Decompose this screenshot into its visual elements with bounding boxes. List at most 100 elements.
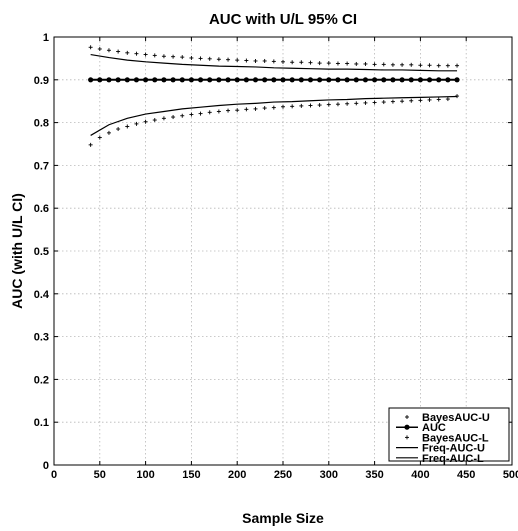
legend-dot-marker xyxy=(404,424,410,430)
data-point xyxy=(418,98,423,103)
data-point xyxy=(243,77,249,83)
data-point xyxy=(417,77,423,83)
data-point xyxy=(289,77,295,83)
data-point xyxy=(445,63,450,68)
data-point xyxy=(133,77,140,83)
data-point xyxy=(363,61,368,66)
data-point xyxy=(299,60,304,65)
data-point xyxy=(436,77,442,83)
data-point xyxy=(372,62,377,67)
data-point xyxy=(344,77,350,83)
series-freq-auc-u xyxy=(90,53,458,72)
y-tick-label: 0.3 xyxy=(34,332,49,344)
data-point xyxy=(317,77,323,83)
data-point xyxy=(409,98,414,103)
data-point xyxy=(171,54,176,59)
data-point xyxy=(390,62,395,67)
data-point xyxy=(454,77,460,83)
data-point xyxy=(198,111,203,116)
data-point xyxy=(152,53,157,58)
x-tick-label: 500 xyxy=(503,469,518,481)
data-point xyxy=(134,121,139,126)
legend: BayesAUC-UAUCBayesAUC-LFreq-AUC-UFreq-AU… xyxy=(388,407,510,465)
data-point xyxy=(335,77,341,83)
data-point xyxy=(307,77,314,83)
data-point xyxy=(235,58,240,63)
legend-label: Freq-AUC-U xyxy=(422,443,485,455)
data-point xyxy=(180,113,185,118)
data-point xyxy=(116,49,121,54)
data-point xyxy=(445,77,451,83)
data-point xyxy=(317,61,322,66)
data-point xyxy=(134,51,139,56)
x-tick-label: 0 xyxy=(51,469,57,481)
data-point xyxy=(234,77,240,83)
y-tick-label: 0.2 xyxy=(34,374,49,386)
data-point xyxy=(308,60,313,65)
data-point xyxy=(252,77,259,83)
y-tick-label: 0.5 xyxy=(34,246,49,258)
data-point xyxy=(244,107,249,112)
x-tick-label: 350 xyxy=(365,469,383,481)
data-point xyxy=(161,77,167,83)
data-point xyxy=(271,105,276,110)
x-tick-label: 50 xyxy=(94,469,106,481)
data-point xyxy=(207,110,212,115)
data-point xyxy=(281,59,285,64)
data-point xyxy=(143,52,148,57)
data-point xyxy=(436,97,441,102)
data-point xyxy=(216,57,221,62)
y-tick-label: 0.7 xyxy=(34,160,49,172)
data-point xyxy=(253,106,258,111)
data-point xyxy=(97,135,102,140)
data-point xyxy=(106,130,111,135)
data-point xyxy=(427,97,432,102)
data-point xyxy=(207,56,212,61)
data-point xyxy=(235,108,240,113)
data-point xyxy=(226,108,231,113)
data-point xyxy=(408,77,414,83)
data-point xyxy=(171,115,176,120)
data-point xyxy=(262,106,267,111)
data-point xyxy=(345,61,350,66)
data-point xyxy=(170,77,176,83)
data-point xyxy=(262,58,267,63)
y-tick-label: 0 xyxy=(43,460,49,472)
y-tick-label: 0.8 xyxy=(34,118,49,130)
data-point xyxy=(161,54,166,59)
data-point xyxy=(317,103,322,108)
data-point xyxy=(115,77,121,83)
y-tick-label: 0.1 xyxy=(34,417,49,429)
data-point xyxy=(281,104,285,109)
legend-plus-marker xyxy=(405,435,409,440)
data-point xyxy=(88,45,93,50)
series-freq-auc-l xyxy=(90,95,458,136)
legend-plus-marker xyxy=(405,415,409,419)
y-tick-label: 0.9 xyxy=(34,75,49,87)
data-point xyxy=(124,77,130,83)
ticks-layer: 0 50 100 150 200 250 300 350 400 450 500 0 0.1 0.2 0.3… xyxy=(34,32,518,481)
data-point xyxy=(455,63,460,68)
data-point xyxy=(418,63,423,68)
data-point xyxy=(381,62,386,67)
data-point xyxy=(400,99,405,104)
data-point xyxy=(353,77,359,83)
y-tick-label: 0.6 xyxy=(34,203,49,215)
x-tick-label: 200 xyxy=(228,469,246,481)
plot-frame xyxy=(53,36,513,466)
data-point xyxy=(161,116,166,121)
data-point xyxy=(253,58,258,63)
data-point xyxy=(152,118,157,123)
data-point xyxy=(216,109,221,114)
series-layer xyxy=(88,45,460,147)
series-bayesauc-u xyxy=(88,45,460,68)
y-axis-label: AUC (with U/L CI) xyxy=(9,193,25,309)
data-point xyxy=(381,100,386,105)
series-auc xyxy=(88,77,460,83)
x-axis-label: Sample Size xyxy=(242,510,324,526)
data-point xyxy=(436,63,441,68)
data-point xyxy=(298,77,304,83)
data-point xyxy=(152,77,158,83)
data-point xyxy=(426,77,433,83)
